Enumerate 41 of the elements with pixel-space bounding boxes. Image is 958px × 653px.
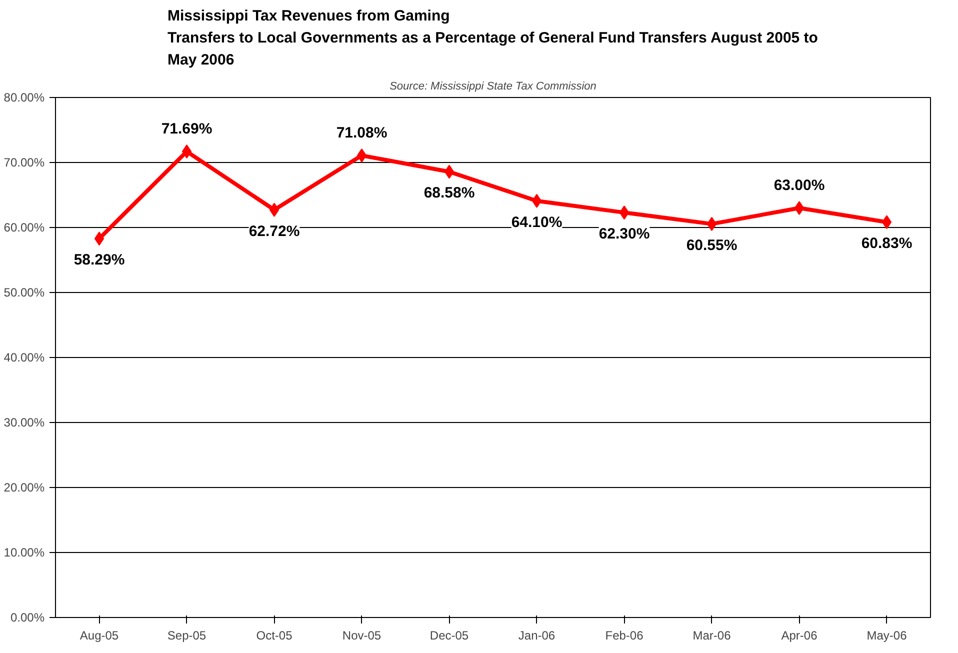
point: [619, 206, 630, 220]
text: 71.08%: [336, 124, 388, 142]
y-tick-label: 70.00%: [4, 156, 45, 170]
x-tick-label: May-06: [866, 628, 908, 642]
text: 60.83%: [861, 235, 912, 252]
text: 60.55%: [686, 236, 738, 254]
point: [794, 201, 804, 215]
x-tick-label: Apr-06: [781, 628, 818, 642]
point: [94, 232, 104, 246]
point: [706, 216, 717, 231]
y-tick-label: 50.00%: [4, 286, 45, 300]
y-tick-label: 30.00%: [4, 416, 45, 430]
chart-subtitle: Source: Mississippi State Tax Commission: [390, 80, 596, 92]
x-tick-label: Mar-06: [692, 628, 732, 642]
y-tick-label: 20.00%: [4, 480, 45, 494]
x-tick-label: Nov-05: [342, 628, 382, 642]
point: [532, 194, 542, 208]
x-tick-label: Dec-05: [430, 628, 469, 642]
point: [269, 202, 280, 217]
x-tick-label: Aug-05: [80, 628, 119, 642]
point: [882, 215, 892, 230]
text: 62.72%: [248, 222, 300, 240]
text: 62.30%: [598, 226, 650, 243]
text: 63.00%: [774, 177, 825, 194]
text: 71.69%: [161, 120, 212, 138]
x-tick-label: Feb-06: [605, 628, 644, 642]
y-tick-label: 10.00%: [4, 546, 45, 560]
text: 68.58%: [424, 184, 475, 202]
chart-title: Mississippi Tax Revenues from Gaming Transfers to Local Governments as a Percentage of General Fund Transfers August 2005 to May 2006: [167, 7, 818, 68]
y-tick-label: 0.00%: [10, 610, 45, 624]
x-tick-label: Jan-06: [518, 628, 556, 642]
text: 64.10%: [511, 214, 562, 231]
y-tick-label: 80.00%: [4, 90, 45, 104]
y-tick-label: 60.00%: [4, 220, 45, 234]
y-tick-label: 40.00%: [4, 350, 45, 364]
x-tick-label: Oct-05: [256, 628, 293, 642]
point: [182, 144, 192, 159]
point: [356, 148, 367, 162]
x-tick-label: Sep-05: [167, 628, 206, 642]
text: 58.29%: [74, 252, 125, 269]
point: [444, 164, 454, 179]
